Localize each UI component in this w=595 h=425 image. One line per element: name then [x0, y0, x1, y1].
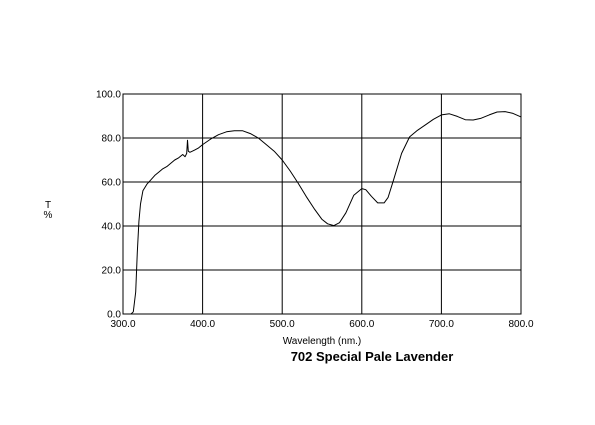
series-group	[130, 111, 522, 315]
y-axis-label-top: T	[45, 200, 51, 211]
tick-labels: 300.0 400.0 500.0 600.0 700.0 800.0 0.0 20.0 40.…	[96, 90, 534, 331]
plot-frame	[122, 93, 522, 315]
x-tick-label: 300.0	[110, 319, 135, 330]
y-tick-label: 80.0	[102, 134, 122, 145]
x-axis-label: Wavelength (nm.)	[283, 336, 362, 347]
grid-lines	[123, 94, 521, 314]
y-tick-label: 40.0	[102, 222, 122, 233]
x-tick-label: 600.0	[349, 319, 374, 330]
y-tick-label: 20.0	[102, 266, 122, 277]
x-tick-label: 500.0	[270, 319, 295, 330]
y-tick-label: 100.0	[96, 90, 121, 101]
x-tick-label: 700.0	[429, 319, 454, 330]
transmittance-series-line	[130, 111, 522, 315]
y-tick-label: 60.0	[102, 178, 122, 189]
x-tick-label: 800.0	[508, 319, 533, 330]
chart-title: 702 Special Pale Lavender	[291, 349, 454, 364]
y-tick-label: 0.0	[107, 310, 121, 321]
x-tick-label: 400.0	[190, 319, 215, 330]
y-axis-label-bottom: %	[44, 210, 53, 221]
